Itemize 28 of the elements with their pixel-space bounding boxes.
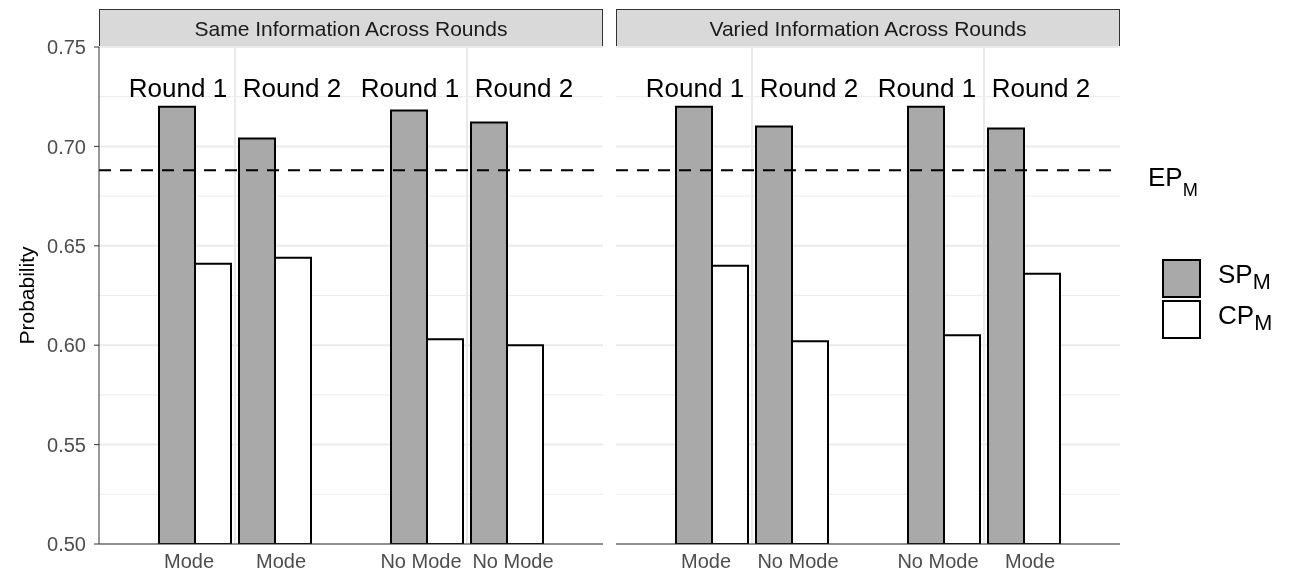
legend-label: SP$_{M}$ — [1218, 259, 1271, 297]
x-tick-label: Mode — [1004, 550, 1056, 573]
annotation: Round 2 — [474, 73, 574, 103]
annotation: Round 2 — [759, 73, 859, 103]
annotation: Round 1 — [360, 73, 460, 103]
legend-label: CP$_{M}$ — [1218, 300, 1273, 338]
x-tick-label: No Mode — [897, 550, 979, 573]
annotation: Round 1 — [128, 73, 228, 103]
y-axis-title: Probability — [15, 245, 38, 345]
chart-title: Varied Information Across Rounds — [616, 9, 1120, 48]
x-tick-label: No Mode — [757, 550, 839, 573]
x-tick-label: Mode — [163, 550, 215, 573]
x-tick-label: No Mode — [380, 550, 462, 573]
y-tick-label: 0.65 — [47, 234, 86, 257]
y-tick-label: 0.55 — [47, 433, 86, 456]
x-tick-label: No Mode — [472, 550, 554, 573]
annotation: Round 1 — [645, 73, 745, 103]
annotation: Round 1 — [877, 73, 977, 103]
y-tick-label: 0.60 — [47, 334, 86, 357]
chart-title: Same Information Across Rounds — [99, 9, 603, 48]
annotation: Round 2 — [991, 73, 1091, 103]
y-tick-label: 0.70 — [47, 135, 86, 158]
ref-line-label: EP$_{M}$ — [1148, 162, 1198, 201]
y-tick-label: 0.50 — [47, 533, 86, 556]
y-tick-label: 0.75 — [47, 36, 86, 59]
x-tick-label: Mode — [680, 550, 732, 573]
annotation: Round 2 — [242, 73, 342, 103]
x-tick-label: Mode — [255, 550, 307, 573]
